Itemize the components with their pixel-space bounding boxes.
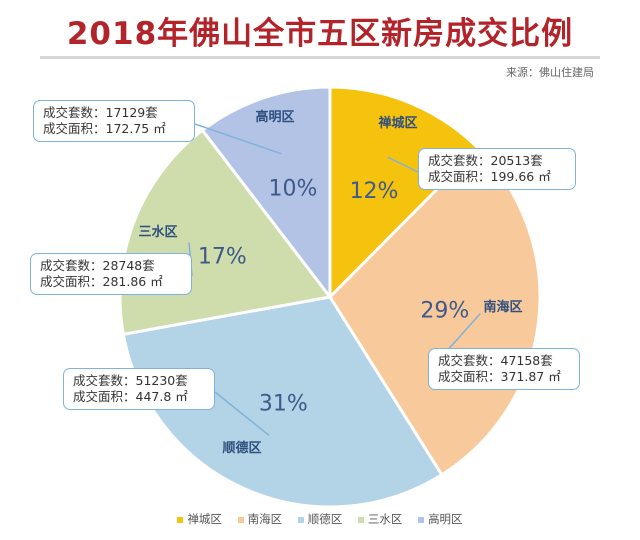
legend-label: 顺德区: [307, 512, 343, 526]
leader-line-chancheng: [387, 156, 419, 173]
legend-swatch: [237, 516, 244, 523]
callout-units: 成交套数：17129套: [43, 105, 158, 120]
legend-label: 高明区: [428, 512, 463, 526]
district-label-sanshui: 三水区: [138, 224, 177, 240]
callout-units: 成交套数：20513套: [428, 153, 543, 168]
legend-swatch: [357, 516, 364, 523]
callout-area: 成交面积：371.87 ㎡: [438, 369, 561, 384]
callout-gaoming: 成交套数：17129套 成交面积：172.75 ㎡: [33, 100, 195, 142]
pie-slice-gaoming: [200, 85, 332, 302]
percent-label-chancheng: 12%: [350, 179, 399, 204]
district-label-gaoming: 高明区: [255, 109, 294, 125]
legend-item: 顺德区: [297, 511, 343, 527]
source-note: 来源：佛山住建局: [506, 66, 594, 79]
legend: 禅城区 南海区 顺德区 三水区 高明区: [0, 511, 640, 527]
legend-label: 三水区: [367, 512, 403, 526]
percent-label-nanhai: 29%: [420, 299, 469, 324]
legend-item: 高明区: [418, 511, 463, 527]
legend-swatch: [418, 516, 425, 523]
legend-label: 南海区: [247, 512, 283, 526]
legend-item: 南海区: [237, 511, 283, 527]
callout-area: 成交面积：447.8 ㎡: [73, 389, 188, 404]
legend-swatch: [297, 516, 304, 523]
callout-units: 成交套数：47158套: [438, 353, 553, 368]
callout-area: 成交面积：172.75 ㎡: [43, 121, 166, 136]
chart-title: 2018年佛山全市五区新房成交比例: [66, 16, 574, 52]
legend-swatch: [177, 516, 184, 523]
percent-label-sanshui: 17%: [198, 244, 247, 269]
callout-units: 成交套数：28748套: [40, 258, 155, 273]
title-divider: [40, 56, 600, 59]
callout-units: 成交套数：51230套: [73, 373, 188, 388]
callout-chancheng: 成交套数：20513套 成交面积：199.66 ㎡: [418, 148, 576, 190]
callout-sanshui: 成交套数：28748套 成交面积：281.86 ㎡: [30, 253, 192, 295]
percent-label-shunde: 31%: [259, 392, 308, 417]
legend-item: 三水区: [357, 511, 403, 527]
legend-label: 禅城区: [187, 512, 222, 526]
callout-nanhai: 成交套数：47158套 成交面积：371.87 ㎡: [428, 348, 580, 390]
district-label-nanhai: 南海区: [483, 299, 522, 315]
district-label-shunde: 顺德区: [222, 440, 261, 456]
legend-item: 禅城区: [177, 511, 222, 527]
callout-area: 成交面积：199.66 ㎡: [428, 169, 551, 184]
district-label-chancheng: 禅城区: [377, 115, 417, 131]
pie-slice-chancheng: [328, 85, 481, 301]
callout-shunde: 成交套数：51230套 成交面积：447.8 ㎡: [63, 368, 215, 410]
callout-area: 成交面积：281.86 ㎡: [40, 274, 163, 289]
leader-line-gaoming: [194, 123, 282, 155]
leader-line-shunde: [214, 391, 270, 436]
percent-label-gaoming: 10%: [268, 177, 317, 202]
